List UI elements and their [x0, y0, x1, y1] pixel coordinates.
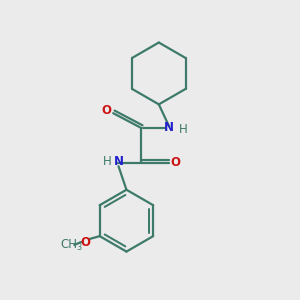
Text: O: O — [81, 236, 91, 248]
Text: H: H — [103, 155, 112, 168]
Text: H: H — [179, 123, 188, 136]
Text: O: O — [102, 104, 112, 117]
Text: N: N — [113, 155, 124, 168]
Text: 3: 3 — [76, 243, 81, 252]
Text: CH: CH — [60, 238, 77, 251]
Text: O: O — [171, 156, 181, 169]
Text: N: N — [164, 122, 174, 134]
